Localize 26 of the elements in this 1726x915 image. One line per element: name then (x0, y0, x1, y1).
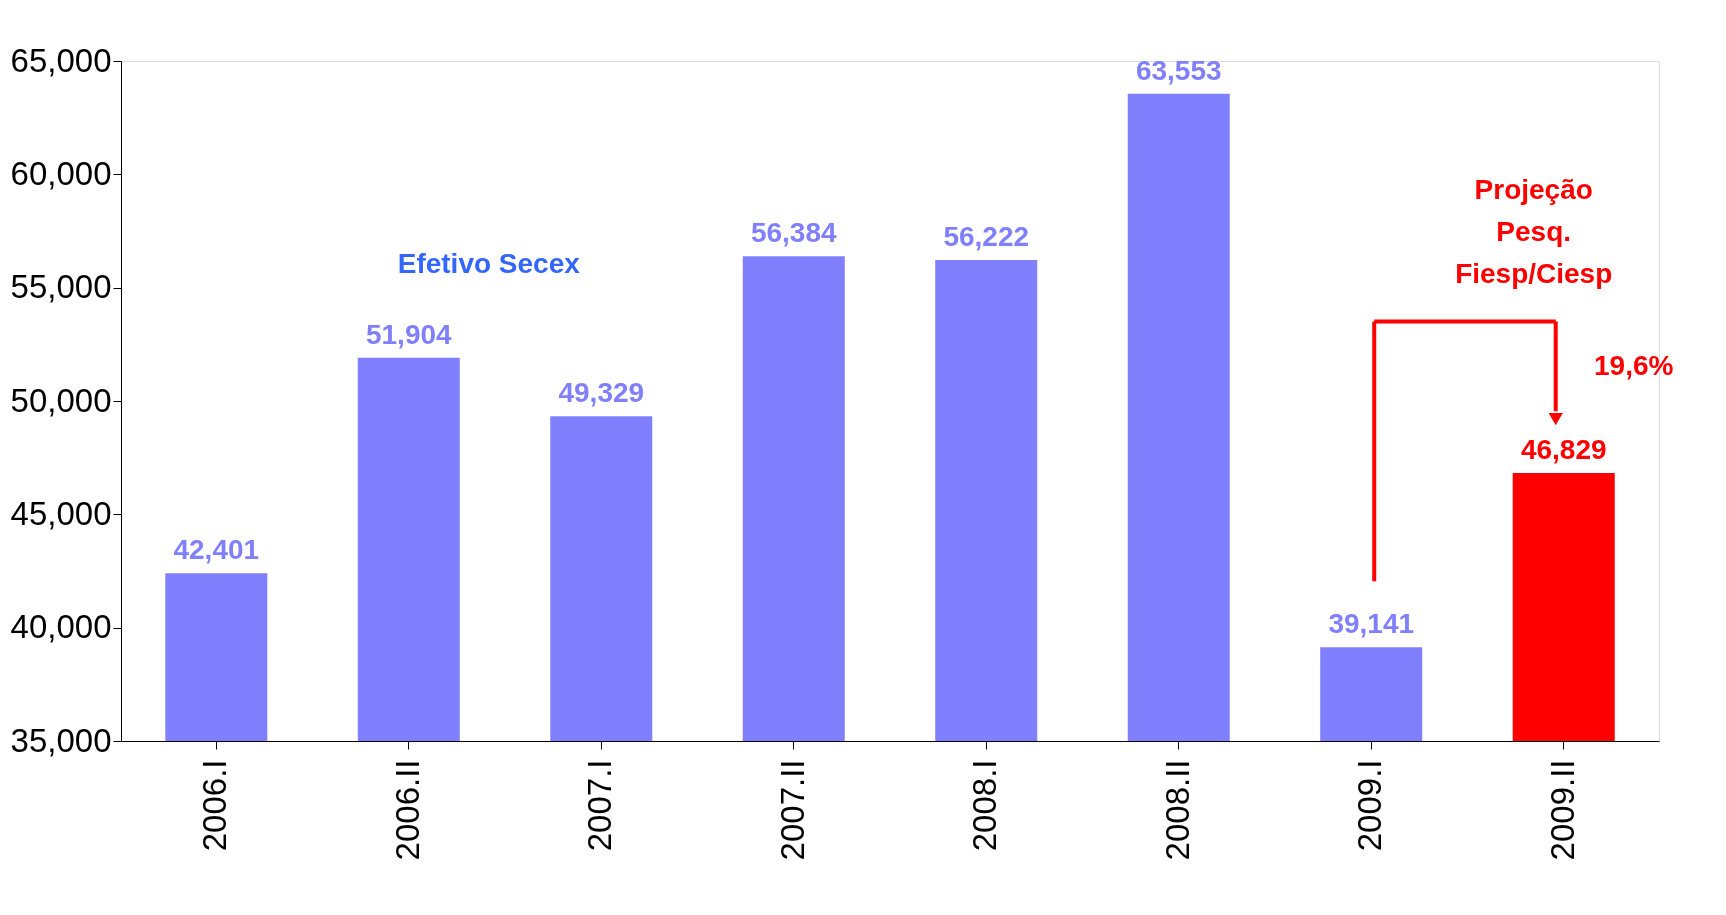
data-label: 56,222 (943, 220, 1030, 252)
annotation: Projeção Pesq. Fiesp/Ciesp (1455, 173, 1613, 289)
x-tick-label: 2007.I (581, 759, 619, 852)
data-label: 51,904 (365, 318, 453, 350)
x-tick-label: 2007.II (773, 759, 811, 861)
x-tick-label: 2008.II (1158, 759, 1196, 861)
data-label: 49,329 (558, 377, 645, 409)
annotation: Efetivo Secex (397, 248, 581, 280)
x-tick-label: 2006.II (388, 759, 426, 861)
data-label: 46,829 (1520, 433, 1607, 465)
x-tick-label: 2008.I (966, 759, 1004, 852)
y-tick-label: 40,000 (10, 608, 112, 646)
data-label: 63,553 (1135, 54, 1222, 86)
y-tick-label: 55,000 (10, 268, 112, 306)
data-label: 56,384 (750, 217, 837, 249)
y-tick-label: 65,000 (10, 41, 112, 79)
data-label: 42,401 (173, 534, 260, 566)
data-label: 39,141 (1328, 608, 1415, 640)
x-tick-label: 2009.I (1351, 759, 1389, 852)
y-tick-label: 35,000 (10, 721, 112, 759)
x-tick-label: 2006.I (196, 759, 234, 852)
y-tick-label: 45,000 (10, 494, 112, 532)
x-tick-label: 2009.II (1543, 759, 1581, 861)
y-tick-label: 60,000 (10, 154, 112, 192)
y-tick-label: 50,000 (10, 381, 112, 419)
annotation: 19,6% (1594, 350, 1674, 382)
